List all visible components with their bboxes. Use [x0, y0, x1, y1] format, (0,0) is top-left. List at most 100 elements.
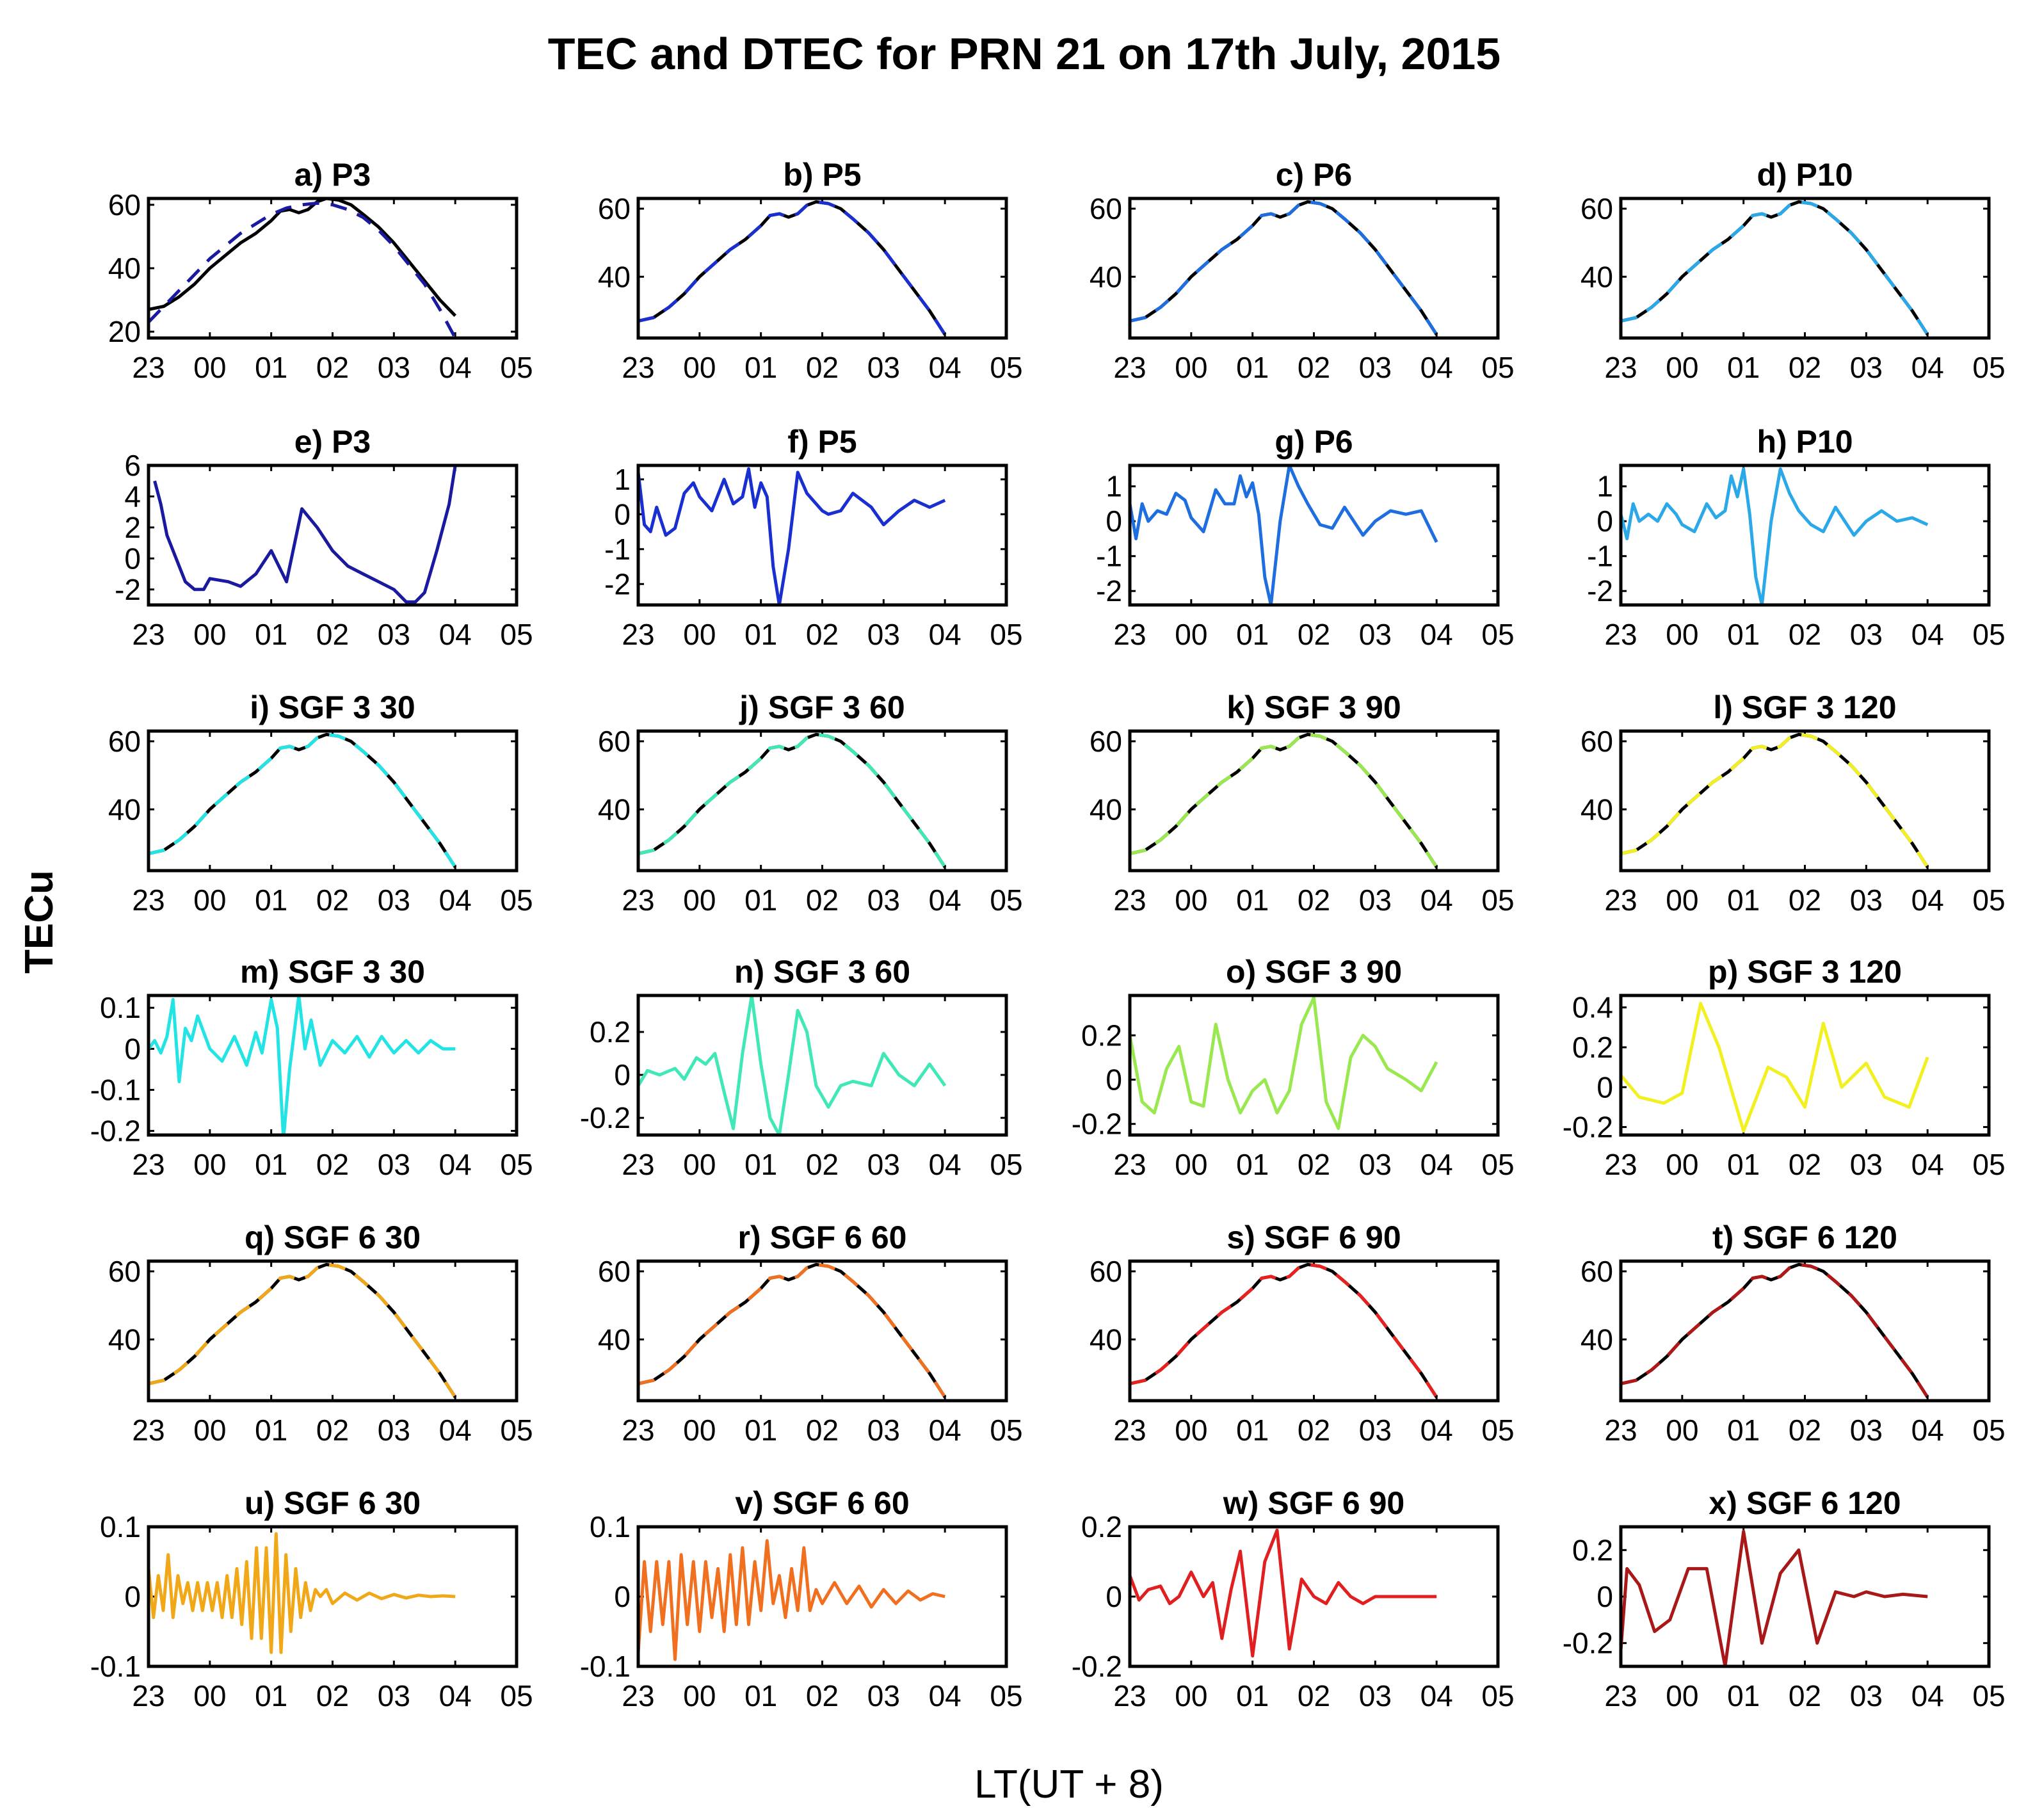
x-tick-label: 04 — [929, 351, 961, 384]
x-tick-label: 05 — [990, 351, 1022, 384]
x-tick-label: 00 — [683, 1413, 716, 1447]
x-tick-label: 01 — [744, 351, 777, 384]
y-tick-label: 60 — [598, 1255, 631, 1288]
x-tick-label: 01 — [1727, 883, 1760, 917]
x-tick-label: 23 — [132, 1148, 165, 1181]
axes-box — [636, 463, 1008, 607]
axes-box — [147, 463, 519, 607]
y-tick-label: 0 — [614, 1580, 631, 1613]
y-tick-label: -2 — [604, 567, 631, 600]
y-tick-label: 40 — [598, 793, 631, 826]
x-tick-label: 23 — [1113, 618, 1146, 651]
x-tick-label: 00 — [683, 618, 716, 651]
axes-box — [636, 197, 1008, 340]
x-tick-label: 01 — [255, 351, 287, 384]
dtec-line — [638, 1539, 945, 1661]
x-tick-label: 00 — [1175, 618, 1207, 651]
x-tick-label: 03 — [1359, 618, 1392, 651]
x-tick-label: 01 — [744, 883, 777, 917]
dtec-line — [1621, 1002, 1929, 1133]
x-tick-label: 02 — [1298, 1679, 1330, 1712]
y-tick-label: -1 — [1096, 540, 1122, 573]
x-tick-label: 04 — [929, 1679, 961, 1712]
y-tick-label: 0.1 — [590, 1510, 631, 1543]
axes-box — [1619, 463, 1991, 607]
panel-title: c) P6 — [1276, 157, 1353, 193]
x-tick-label: 02 — [1298, 1148, 1330, 1181]
fit-line — [1621, 732, 1929, 869]
x-tick-label: 04 — [929, 618, 961, 651]
y-tick-label: -1 — [1587, 540, 1613, 573]
y-tick-label: -0.2 — [90, 1115, 141, 1148]
x-tick-label: 23 — [1604, 351, 1637, 384]
x-tick-label: 03 — [1850, 1679, 1883, 1712]
panel-title: a) P3 — [294, 157, 371, 193]
tec-line — [149, 198, 456, 318]
panel-d: d) P10 23 00 01 02 03 04 05 40 60 — [1581, 157, 2006, 384]
y-tick-label: 40 — [108, 252, 141, 285]
y-tick-label: 60 — [1581, 725, 1613, 758]
x-tick-label: 03 — [867, 1413, 900, 1447]
x-tick-label: 00 — [1666, 1413, 1698, 1447]
x-tick-label: 02 — [806, 618, 839, 651]
y-tick-label: 40 — [1090, 1323, 1122, 1356]
y-tick-label: 0.2 — [590, 1015, 631, 1049]
y-tick-label: -0.2 — [1072, 1650, 1122, 1683]
x-tick-label: 02 — [1298, 1413, 1330, 1447]
axes-box — [1128, 197, 1500, 340]
x-tick-label: 01 — [1727, 1679, 1760, 1712]
x-tick-label: 03 — [1359, 1148, 1392, 1181]
x-tick-label: 00 — [193, 1679, 226, 1712]
x-tick-label: 01 — [744, 1413, 777, 1447]
fit-line — [1621, 1262, 1929, 1399]
x-tick-label: 01 — [1727, 618, 1760, 651]
x-tick-label: 01 — [1236, 1679, 1269, 1712]
axes-box — [636, 729, 1008, 873]
y-tick-label: 1 — [1106, 470, 1122, 503]
x-tick-label: 02 — [806, 883, 839, 917]
fit-line — [638, 200, 947, 336]
y-tick-label: 0 — [1597, 1070, 1613, 1104]
x-tick-label: 02 — [1789, 1413, 1821, 1447]
panel-k: k) SGF 3 90 23 00 01 02 03 04 05 40 60 — [1090, 689, 1515, 917]
x-tick-label: 01 — [255, 1148, 287, 1181]
axes-box — [147, 197, 519, 340]
x-tick-label: 05 — [500, 1148, 533, 1181]
panel-q: q) SGF 6 30 23 00 01 02 03 04 05 40 60 — [108, 1220, 533, 1447]
x-tick-label: 01 — [744, 1148, 777, 1181]
panel-t: t) SGF 6 120 23 00 01 02 03 04 05 40 60 — [1581, 1220, 2006, 1447]
y-tick-label: -0.2 — [580, 1101, 631, 1134]
x-axis-label: LT(UT + 8) — [974, 1762, 1164, 1807]
x-tick-label: 05 — [990, 1413, 1022, 1447]
x-tick-label: 05 — [1972, 618, 2005, 651]
x-tick-label: 23 — [1113, 883, 1146, 917]
y-tick-label: -2 — [115, 573, 141, 606]
y-tick-label: 40 — [1581, 260, 1613, 293]
x-tick-label: 03 — [1359, 883, 1392, 917]
x-tick-label: 02 — [806, 1679, 839, 1712]
x-tick-label: 02 — [1789, 1679, 1821, 1712]
x-tick-label: 23 — [622, 1148, 654, 1181]
x-tick-label: 05 — [1481, 883, 1514, 917]
y-tick-label: 0 — [614, 1058, 631, 1091]
panel-title: t) SGF 6 120 — [1712, 1220, 1897, 1255]
x-tick-label: 03 — [1850, 351, 1883, 384]
y-tick-label: 0 — [614, 497, 631, 531]
axes-box — [1128, 994, 1500, 1137]
x-tick-label: 05 — [990, 618, 1022, 651]
y-tick-label: 60 — [598, 725, 631, 758]
x-tick-label: 02 — [316, 883, 349, 917]
x-tick-label: 01 — [1236, 1148, 1269, 1181]
fit-line — [1130, 732, 1438, 869]
y-tick-label: 0.2 — [1572, 1533, 1613, 1566]
y-tick-label: 60 — [1090, 725, 1122, 758]
y-tick-label: 60 — [598, 192, 631, 225]
fit-line — [1130, 1262, 1438, 1399]
panel-i: i) SGF 3 30 23 00 01 02 03 04 05 40 60 — [108, 689, 533, 917]
y-tick-label: 0 — [1597, 504, 1613, 538]
x-tick-label: 04 — [439, 883, 472, 917]
x-tick-label: 02 — [1298, 351, 1330, 384]
x-tick-label: 00 — [1175, 1413, 1207, 1447]
